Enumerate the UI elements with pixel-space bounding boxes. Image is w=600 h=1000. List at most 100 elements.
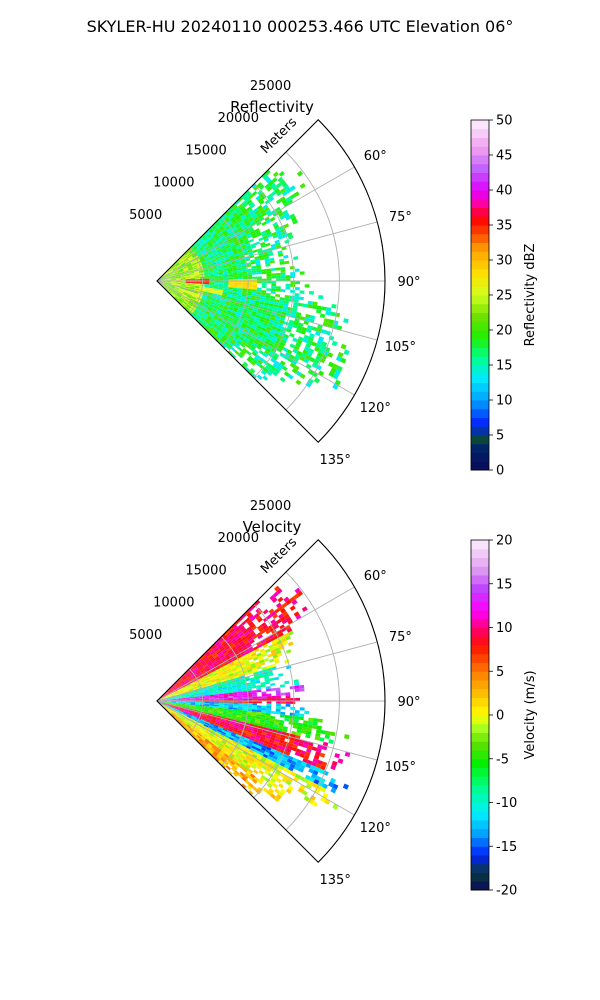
velocity-echo-cell	[215, 740, 221, 745]
velocity-echo-cell	[169, 707, 175, 710]
velocity-echo-cell	[169, 707, 175, 710]
reflectivity-echo-cell	[286, 325, 293, 330]
velocity-colorbar-tick-label: 20	[496, 534, 513, 549]
velocity-echo-cell	[289, 685, 295, 690]
reflectivity-echo-cell	[217, 240, 223, 244]
velocity-echo-cell	[218, 705, 224, 707]
reflectivity-echo-cell	[177, 300, 182, 305]
velocity-echo-cell	[174, 692, 180, 695]
reflectivity-echo-cell	[176, 265, 182, 269]
velocity-echo-cell	[204, 658, 210, 663]
velocity-echo-cell	[175, 698, 181, 700]
reflectivity-echo-cell	[186, 254, 192, 258]
velocity-echo-cell	[262, 616, 269, 623]
reflectivity-echo-cell	[232, 337, 238, 342]
reflectivity-echo-cell	[205, 247, 210, 252]
reflectivity-echo-cell	[247, 248, 253, 253]
velocity-echo-cell	[168, 709, 173, 713]
reflectivity-echo-cell	[226, 294, 232, 298]
reflectivity-echo-cell	[208, 254, 214, 258]
reflectivity-echo-cell	[263, 175, 270, 182]
velocity-echo-cell	[250, 650, 256, 655]
velocity-echo-cell	[261, 756, 267, 761]
reflectivity-echo-cell	[239, 351, 245, 357]
reflectivity-echo-cell	[256, 374, 263, 380]
velocity-echo-cell	[208, 691, 214, 694]
reflectivity-echo-cell	[223, 306, 229, 311]
reflectivity-echo-cell	[223, 273, 229, 276]
velocity-echo-cell	[282, 726, 288, 730]
reflectivity-echo-cell	[160, 275, 165, 279]
reflectivity-echo-cell	[179, 297, 184, 302]
velocity-echo-cell	[197, 725, 202, 730]
velocity-echo-cell	[222, 642, 228, 648]
reflectivity-echo-cell	[169, 271, 174, 275]
reflectivity-echo-cell	[204, 311, 210, 316]
velocity-echo-cell	[177, 713, 182, 717]
reflectivity-echo-cell	[236, 296, 242, 300]
velocity-echo-cell	[215, 720, 221, 724]
reflectivity-echo-cell	[165, 284, 171, 287]
reflectivity-echo-cell	[201, 260, 206, 264]
velocity-echo-cell	[208, 688, 214, 691]
reflectivity-echo-cell	[313, 377, 321, 384]
velocity-echo-cell	[287, 619, 294, 625]
velocity-echo-cell	[211, 729, 217, 734]
velocity-echo-cell	[234, 675, 240, 679]
velocity-colorbar-segment	[471, 872, 489, 882]
velocity-echo-cell	[233, 641, 240, 647]
velocity-echo-cell	[227, 713, 233, 716]
velocity-colorbar-segment	[471, 828, 489, 838]
velocity-echo-cell	[220, 639, 226, 645]
velocity-echo-cell	[175, 703, 181, 705]
reflectivity-echo-cell	[236, 332, 242, 337]
reflectivity-echo-cell	[214, 220, 219, 225]
reflectivity-echo-cell	[305, 314, 311, 319]
reflectivity-echo-cell	[250, 315, 256, 320]
reflectivity-echo-cell	[332, 373, 339, 380]
velocity-echo-cell	[272, 591, 279, 598]
velocity-echo-cell	[261, 707, 267, 711]
velocity-echo-cell	[212, 653, 218, 658]
velocity-echo-cell	[276, 757, 283, 763]
reflectivity-echo-cell	[201, 263, 207, 266]
velocity-echo-cell	[344, 734, 350, 740]
reflectivity-echo-cell	[256, 345, 262, 350]
reflectivity-echo-cell	[256, 289, 262, 293]
reflectivity-echo-cell	[200, 240, 205, 245]
velocity-echo-cell	[276, 703, 281, 707]
velocity-echo-cell	[258, 769, 265, 775]
reflectivity-echo-cell	[194, 286, 200, 289]
velocity-echo-cell	[262, 624, 268, 630]
reflectivity-echo-cell	[188, 291, 194, 294]
velocity-echo-cell	[189, 707, 195, 710]
velocity-echo-cell	[176, 714, 181, 718]
reflectivity-echo-cell	[228, 284, 234, 286]
velocity-echo-cell	[203, 711, 209, 714]
reflectivity-echo-cell	[211, 309, 217, 314]
velocity-echo-cell	[195, 735, 201, 740]
velocity-echo-cell	[202, 725, 208, 729]
velocity-echo-cell	[209, 722, 215, 726]
reflectivity-colorbar-segment	[471, 443, 489, 453]
velocity-echo-cell	[208, 693, 214, 696]
velocity-echo-cell	[160, 695, 165, 699]
velocity-echo-cell	[200, 653, 206, 659]
velocity-echo-cell	[297, 742, 304, 747]
reflectivity-echo-cell	[213, 331, 218, 336]
velocity-echo-cell	[250, 717, 256, 721]
reflectivity-echo-cell	[256, 325, 262, 330]
velocity-echo-cell	[258, 672, 264, 677]
reflectivity-echo-cell	[171, 281, 177, 283]
velocity-echo-cell	[250, 681, 256, 685]
reflectivity-echo-cell	[189, 273, 195, 276]
velocity-echo-cell	[169, 690, 174, 694]
velocity-sector-outline	[156, 539, 386, 863]
reflectivity-echo-cell	[184, 287, 190, 289]
reflectivity-echo-cell	[239, 230, 245, 236]
velocity-echo-cell	[236, 684, 242, 687]
reflectivity-echo-cell	[182, 301, 187, 306]
reflectivity-echo-cell	[260, 313, 267, 318]
velocity-echo-cell	[170, 693, 175, 696]
